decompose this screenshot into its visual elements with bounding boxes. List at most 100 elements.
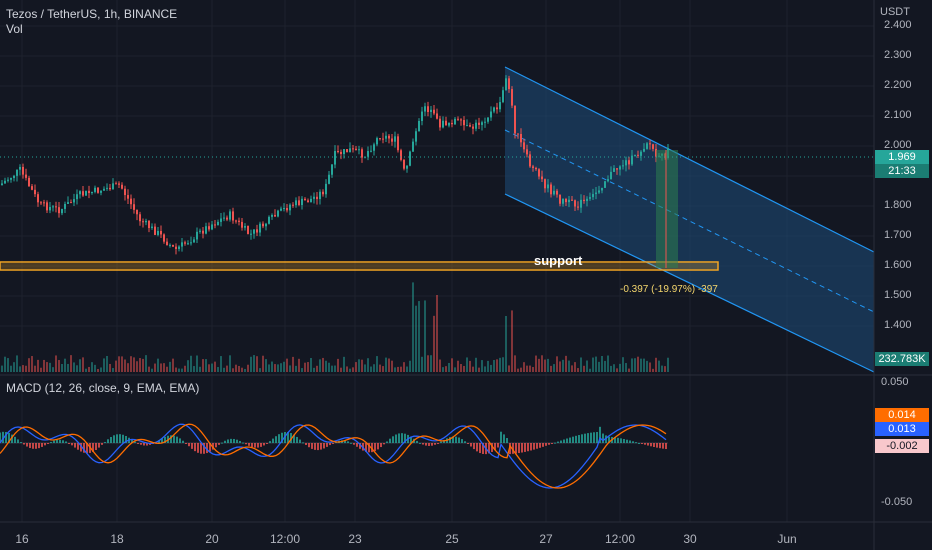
volume-bar (625, 363, 627, 372)
time-tick-label: 12:00 (604, 532, 636, 546)
candle-body (121, 184, 123, 189)
macd-histogram-bar (146, 443, 148, 446)
volume-bar (595, 356, 597, 372)
volume-bar (142, 358, 144, 372)
macd-histogram-bar (563, 439, 565, 443)
macd-histogram-bar (380, 443, 382, 448)
volume-bar (517, 368, 519, 372)
candle-body (388, 135, 390, 139)
volume-bar (604, 360, 606, 372)
candle-body (391, 138, 393, 142)
candle-body (235, 220, 237, 222)
macd-histogram-bar (404, 433, 406, 443)
macd-histogram-bar (614, 437, 616, 443)
macd-histogram-bar (509, 443, 511, 455)
measure-annotation: -0.397 (-19.97%) -397 (620, 284, 718, 295)
macd-histogram-bar (50, 441, 52, 443)
volume-bar (406, 366, 408, 372)
macd-histogram-bar (551, 443, 553, 444)
macd-histogram-bar (371, 443, 373, 453)
candle-body (7, 179, 9, 181)
candle-body (520, 133, 522, 143)
volume-bar (265, 359, 267, 372)
candle-body (247, 226, 249, 234)
candle-body (130, 198, 132, 205)
candlestick-series (1, 75, 669, 255)
volume-bar (412, 282, 414, 372)
volume-bar (307, 362, 309, 372)
candle-body (415, 131, 417, 142)
channel-mid-line (504, 129, 875, 313)
macd-histogram-bar (401, 433, 403, 443)
volume-bar (493, 360, 495, 372)
candle-body (376, 138, 378, 145)
macd-histogram-bar (26, 443, 28, 447)
macd-histogram-bar (5, 431, 7, 443)
candle-body (31, 186, 33, 190)
candle-body (238, 220, 240, 222)
volume-bar (382, 366, 384, 372)
candle-body (514, 105, 516, 134)
macd-histogram-bar (476, 443, 478, 452)
volume-bar (160, 363, 162, 372)
support-zone[interactable] (0, 261, 719, 271)
volume-legend[interactable]: Vol (6, 22, 23, 36)
macd-histogram-bar (356, 443, 358, 447)
macd-histogram-bar (215, 443, 217, 448)
macd-histogram-bar (185, 443, 187, 444)
candle-body (601, 187, 603, 191)
macd-histogram-bar (344, 440, 346, 443)
candle-body (526, 149, 528, 155)
volume-bar (13, 362, 15, 372)
volume-bar (64, 358, 66, 372)
volume-bar (397, 366, 399, 372)
candle-body (274, 214, 276, 217)
volume-bar (214, 361, 216, 372)
macd-histogram-bar (410, 436, 412, 443)
volume-bar (445, 366, 447, 372)
candle-body (574, 200, 576, 207)
candle-body (613, 168, 615, 172)
candle-body (184, 242, 186, 244)
candle-body (115, 183, 117, 185)
price-tick-label: 1.800 (884, 199, 912, 211)
volume-bar (67, 363, 69, 372)
volume-bar (631, 358, 633, 372)
macd-histogram-bar (221, 442, 223, 444)
volume-tag: 232.783K (875, 352, 929, 366)
regression-channel[interactable] (504, 66, 875, 373)
candle-body (178, 246, 180, 249)
volume-bar (400, 366, 402, 372)
candle-body (418, 120, 420, 132)
candle-body (19, 166, 21, 170)
volume-bar (616, 368, 618, 372)
macd-histogram-bar (323, 443, 325, 449)
volume-bar (220, 356, 222, 372)
candle-body (559, 194, 561, 204)
macd-histogram-bar (317, 443, 319, 451)
volume-bar (499, 357, 501, 372)
volume-bar (154, 363, 156, 372)
volume-bar (337, 358, 339, 372)
candle-body (571, 199, 573, 201)
macd-legend[interactable]: MACD (12, 26, close, 9, EMA, EMA) (6, 381, 200, 395)
symbol-legend[interactable]: Tezos / TetherUS, 1h, BINANCE (6, 7, 178, 21)
channel-lower-line (504, 193, 875, 373)
volume-bar (85, 368, 87, 372)
candle-body (433, 109, 435, 114)
macd-histogram-bar (227, 439, 229, 443)
macd-histogram-bar (488, 443, 490, 454)
price-range-measure[interactable] (656, 150, 678, 268)
support-annotation[interactable]: support (534, 253, 583, 268)
candle-body (406, 165, 408, 169)
candle-body (592, 194, 594, 198)
macd-histogram-bar (44, 443, 46, 446)
candle-body (502, 90, 504, 103)
volume-bar (169, 361, 171, 372)
candle-body (382, 138, 384, 140)
macd-histogram-bar (470, 443, 472, 447)
macd-histogram-bar (350, 442, 352, 444)
macd-histogram-bar (416, 440, 418, 443)
volume-bar (448, 362, 450, 372)
